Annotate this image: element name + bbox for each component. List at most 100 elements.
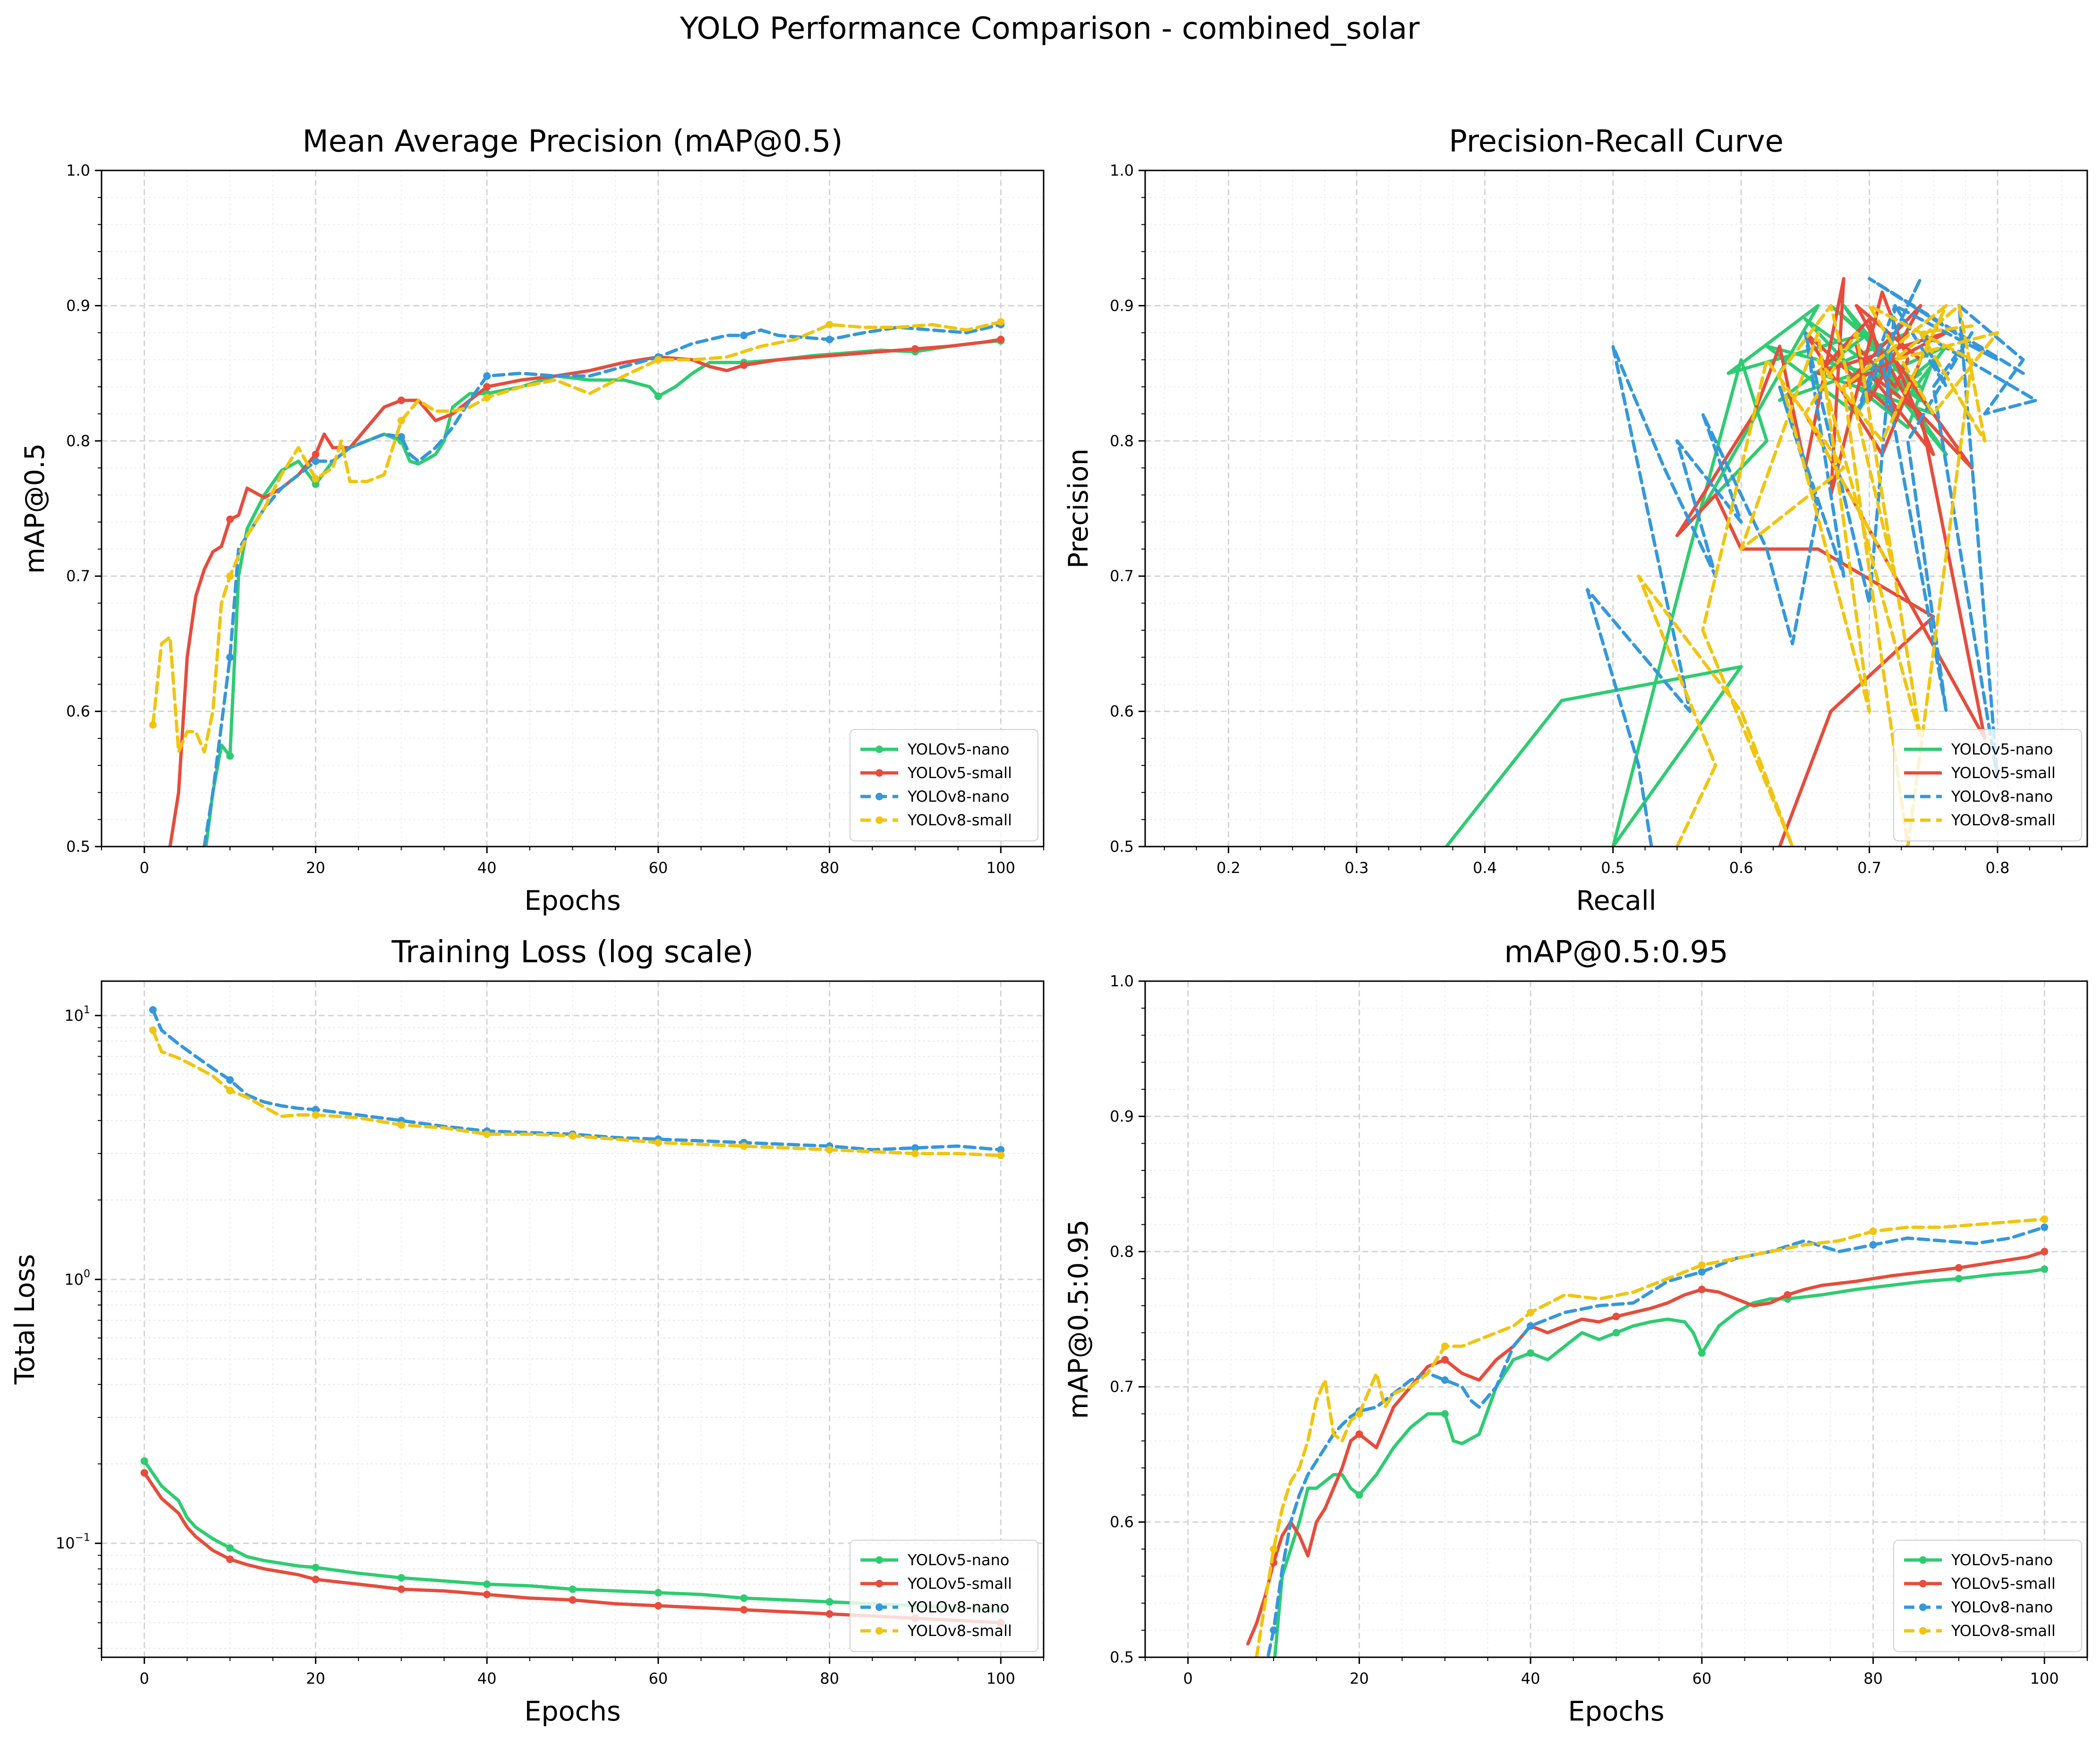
loss-y-tick-label: 101 xyxy=(64,1004,90,1025)
map50-data-point xyxy=(397,433,405,441)
loss-legend-label: YOLOv8-nano xyxy=(907,1598,1009,1616)
map50-x-tick-label: 0 xyxy=(140,859,149,877)
pr-series-line-yolov8-small xyxy=(1637,304,1999,847)
pr-legend: YOLOv5-nano YOLOv5-small YOLOv8-nano YOLOv8… xyxy=(1893,729,2082,841)
map50-data-point xyxy=(740,361,748,369)
map5095-data-point xyxy=(1441,1410,1449,1418)
map5095-data-point xyxy=(1698,1349,1706,1357)
pr-legend-label: YOLOv5-nano xyxy=(1951,740,2053,758)
pr-series xyxy=(1445,277,2038,847)
map5095-x-tick-label: 80 xyxy=(1863,1670,1883,1687)
pr-legend-label: YOLOv8-nano xyxy=(1951,788,2053,805)
pr-legend-item: YOLOv8-nano xyxy=(1904,788,2053,805)
map5095-data-point xyxy=(1955,1264,1963,1272)
map50-x-tick-label: 60 xyxy=(649,859,668,877)
loss-series-line-yolov5-nano xyxy=(143,1459,1003,1611)
map50-legend-item: YOLOv8-nano xyxy=(860,788,1009,805)
map5095-y-tick-label: 0.6 xyxy=(1110,1513,1134,1531)
loss-data-point xyxy=(140,1469,148,1477)
map50-data-point xyxy=(149,721,157,729)
map50-x-axis: 0 20 40 60 80 100 xyxy=(101,847,1044,877)
loss-legend-label: YOLOv5-small xyxy=(907,1575,1012,1593)
map50-data-point xyxy=(740,331,748,339)
pr-legend-item: YOLOv8-small xyxy=(1904,811,2056,829)
map50-legend-label: YOLOv8-small xyxy=(907,811,1012,829)
loss-data-point xyxy=(825,1598,833,1606)
loss-data-point xyxy=(149,1026,157,1034)
map5095-data-point xyxy=(1527,1308,1535,1316)
loss-data-point xyxy=(226,1544,234,1552)
map5095-data-point xyxy=(2040,1223,2049,1231)
pr-x-axis: 0.2 0.3 0.4 0.5 0.6 0.7 0.8 xyxy=(1164,847,2062,877)
map50-series-line-yolov5-small xyxy=(168,338,1003,847)
pr-legend-item: YOLOv5-nano xyxy=(1904,740,2053,758)
map50-legend-marker xyxy=(876,793,883,800)
map50-data-point xyxy=(312,480,320,488)
map5095-data-point xyxy=(1270,1626,1278,1634)
pr-legend-label: YOLOv8-small xyxy=(1951,811,2056,829)
map5095-data-point xyxy=(1355,1491,1363,1499)
loss-data-point xyxy=(397,1574,405,1582)
loss-legend-marker xyxy=(876,1556,883,1564)
loss-data-point xyxy=(740,1606,748,1614)
map50-legend-marker xyxy=(876,746,883,753)
subplots: 0 20 40 60 80 100 0.50.60.70.80.91.0 Mean Avera… xyxy=(9,124,2088,1727)
map5095-x-tick-label: 20 xyxy=(1350,1670,1369,1687)
loss-title: Training Loss (log scale) xyxy=(391,935,753,970)
loss-data-point xyxy=(740,1142,748,1150)
loss-data-point xyxy=(911,1144,919,1152)
map5095-legend-item: YOLOv8-nano xyxy=(1904,1598,2053,1616)
loss-y-label: Total Loss xyxy=(9,1254,41,1385)
loss-data-point xyxy=(312,1106,320,1114)
loss-data-point xyxy=(226,1076,234,1084)
map5095-x-tick-label: 40 xyxy=(1521,1670,1540,1687)
map5095-legend: YOLOv5-nano YOLOv5-small YOLOv8-nano YOLOv8… xyxy=(1893,1540,2082,1652)
map50-data-point xyxy=(226,752,234,760)
map50-data-point xyxy=(825,336,833,343)
map50-legend-item: YOLOv5-small xyxy=(860,764,1012,782)
map5095-data-point xyxy=(1698,1268,1706,1276)
map5095-legend-marker xyxy=(1919,1603,1927,1611)
map50-data-point xyxy=(483,394,491,402)
pr-legend-item: YOLOv5-small xyxy=(1904,764,2056,782)
pr-legend-label: YOLOv5-small xyxy=(1951,764,2056,782)
pr-x-tick-label: 0.5 xyxy=(1601,859,1625,877)
map5095-title: mAP@0.5:0.95 xyxy=(1504,935,1728,970)
map5095-legend-item: YOLOv5-nano xyxy=(1904,1551,2053,1569)
loss-legend-box xyxy=(850,1540,1038,1652)
map50-data-point xyxy=(226,515,234,523)
loss-data-point xyxy=(312,1111,320,1119)
loss-y-tick-label: 100 xyxy=(64,1268,90,1289)
loss-data-point xyxy=(654,1589,662,1597)
map5095-legend-label: YOLOv5-small xyxy=(1951,1575,2056,1593)
map5095-legend-label: YOLOv5-nano xyxy=(1951,1551,2053,1569)
map50-data-point xyxy=(654,356,662,364)
loss-legend-label: YOLOv8-small xyxy=(907,1622,1012,1640)
pr-y-axis: 0.5 0.6 0.7 0.8 0.9 1.0 xyxy=(1110,161,1145,856)
map50-y-tick-label: 0.8 xyxy=(66,432,90,450)
loss-x-tick-label: 0 xyxy=(140,1670,149,1687)
loss-series xyxy=(140,1006,1005,1627)
map50-series xyxy=(149,318,1005,847)
map5095-legend-box xyxy=(1893,1540,2082,1652)
loss-legend: YOLOv5-nano YOLOv5-small YOLOv8-nano YOLOv8… xyxy=(850,1540,1038,1652)
pr-axes-frame xyxy=(1144,170,2088,848)
map50-legend: YOLOv5-nano YOLOv5-small YOLOv8-nano YOLOv8… xyxy=(850,729,1038,841)
map50-y-label: mAP@0.5 xyxy=(19,443,51,574)
map50-data-point xyxy=(911,345,919,353)
loss-legend-marker xyxy=(876,1627,883,1635)
loss-legend-item: YOLOv8-small xyxy=(860,1622,1012,1640)
map50-data-point xyxy=(483,383,491,391)
map5095-y-tick-label: 0.9 xyxy=(1110,1107,1134,1125)
map5095-x-tick-label: 100 xyxy=(2030,1670,2059,1687)
loss-x-tick-label: 40 xyxy=(477,1670,497,1687)
loss-data-point xyxy=(483,1590,491,1598)
map5095-legend-label: YOLOv8-small xyxy=(1951,1622,2056,1640)
loss-legend-marker xyxy=(876,1580,883,1587)
loss-legend-item: YOLOv5-small xyxy=(860,1575,1012,1593)
map5095-data-point xyxy=(1612,1329,1620,1337)
map50-title: Mean Average Precision (mAP@0.5) xyxy=(302,124,842,159)
map50-data-point xyxy=(997,336,1005,343)
map5095-x-axis: 0 20 40 60 80 100 xyxy=(1145,1657,2088,1687)
